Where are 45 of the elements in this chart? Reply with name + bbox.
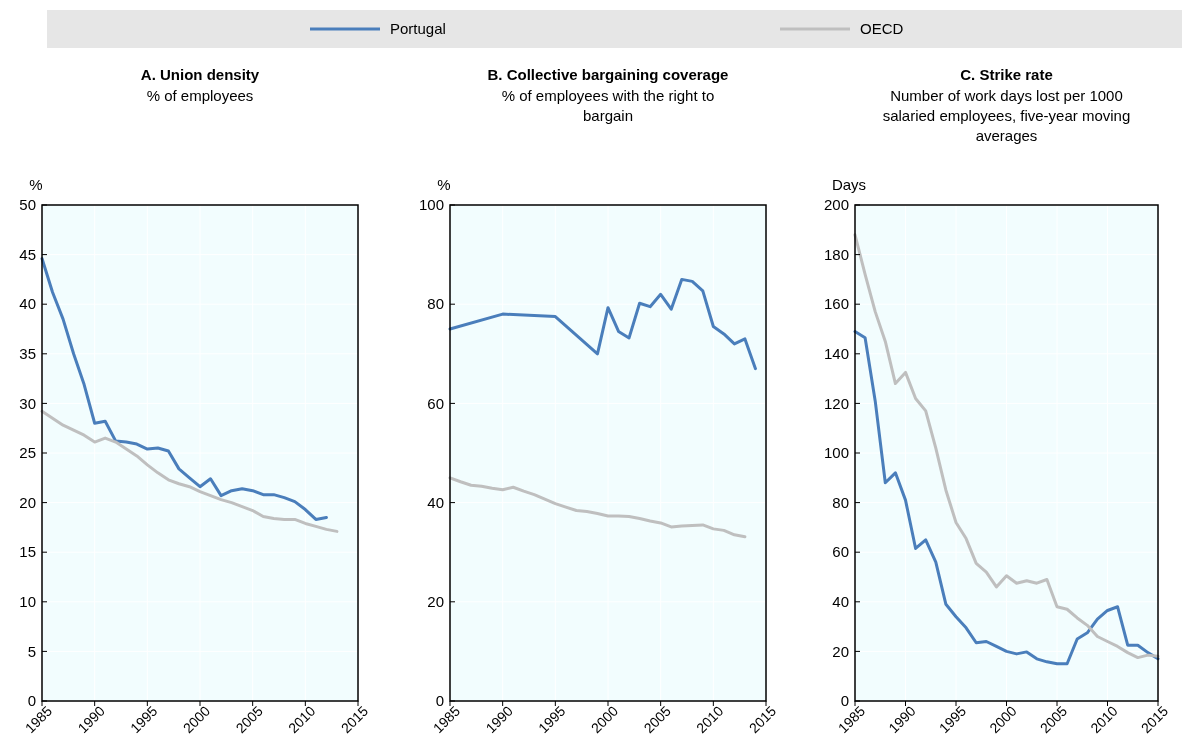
y-tick-label: 50	[19, 196, 36, 214]
line-series	[853, 329, 1160, 666]
y-tick-label: 30	[19, 394, 36, 412]
y-tick-label: 140	[823, 345, 849, 363]
y-axis-title: %	[29, 176, 43, 193]
legend-label: Portugal	[390, 20, 446, 38]
line-series	[448, 277, 757, 371]
line-series	[40, 257, 328, 521]
y-tick-label: 35	[19, 345, 36, 363]
chart-subtitle: % of employees with the right to bargain	[501, 87, 715, 124]
y-tick-label: 0	[840, 692, 849, 710]
y-tick-label: 40	[19, 295, 36, 313]
y-axis-title: Days	[831, 176, 867, 193]
y-tick-label: 180	[823, 245, 849, 263]
y-tick-label: 100	[823, 444, 849, 462]
y-tick-label: 160	[823, 295, 849, 313]
y-tick-label: 80	[832, 493, 849, 511]
chart-subtitle: Number of work days lost per 1000 salaried employees, five-year moving averages	[882, 87, 1131, 144]
y-tick-label: 20	[832, 642, 849, 660]
y-tick-label: 25	[19, 444, 36, 462]
y-tick-label: 5	[27, 642, 36, 660]
chart-subtitle: % of employees	[146, 87, 254, 104]
y-tick-label: 0	[27, 692, 36, 710]
chart-title: B. Collective bargaining coverage	[487, 66, 729, 83]
y-tick-label: 40	[832, 593, 849, 611]
y-tick-label: 15	[19, 543, 36, 561]
chart-title: A. Union density	[140, 66, 260, 83]
y-tick-label: 60	[832, 543, 849, 561]
y-tick-label: 45	[19, 245, 36, 263]
y-tick-label: 20	[427, 593, 444, 611]
y-tick-label: 60	[427, 394, 444, 412]
legend-label: OECD	[860, 20, 904, 38]
y-tick-label: 0	[435, 692, 444, 710]
y-axis-title: %	[437, 176, 451, 193]
y-tick-label: 20	[19, 493, 36, 511]
line-series	[40, 409, 339, 533]
line-series	[853, 233, 1160, 660]
chart-title: C. Strike rate	[960, 66, 1053, 83]
line-series	[448, 476, 747, 539]
y-tick-label: 10	[19, 593, 36, 611]
y-tick-label: 120	[823, 394, 849, 412]
y-tick-label: 80	[427, 295, 444, 313]
y-tick-label: 100	[418, 196, 444, 214]
y-tick-label: 200	[823, 196, 849, 214]
y-tick-label: 40	[427, 493, 444, 511]
